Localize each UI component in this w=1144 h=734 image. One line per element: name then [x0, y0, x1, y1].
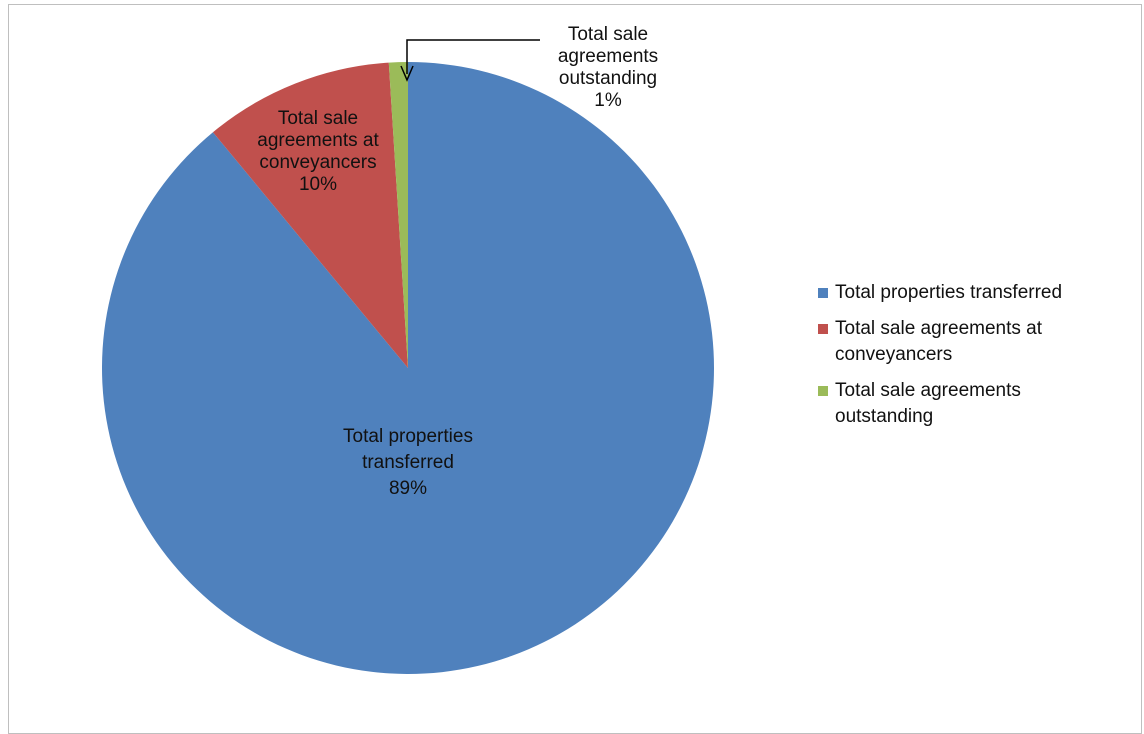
legend-label-conveyancers: Total sale agreements at conveyancers — [835, 316, 1042, 368]
chart-legend: Total properties transferred Total sale … — [818, 280, 1138, 440]
label-transferred: Total properties transferred 89% — [343, 426, 473, 499]
slice-transferred — [101, 62, 715, 675]
pie-labels: Total properties transferred 89% Total sale… — [257, 24, 658, 499]
label-conveyancers: Total sale agreements at conveyancers 10% — [257, 108, 379, 195]
legend-swatch-outstanding — [818, 386, 828, 396]
legend-swatch-transferred — [818, 288, 828, 298]
legend-item-conveyancers: Total sale agreements at conveyancers — [818, 316, 1138, 368]
label-conveyancers-line: conveyancers — [259, 152, 376, 173]
legend-label-transferred: Total properties transferred — [835, 280, 1062, 306]
label-transferred-line: transferred — [362, 452, 454, 473]
label-outstanding-line: 1% — [594, 90, 622, 111]
legend-text-line: conveyancers — [835, 344, 953, 365]
legend-text-line: Total sale agreements — [835, 380, 1021, 401]
legend-swatch-conveyancers — [818, 324, 828, 334]
label-conveyancers-line: 10% — [299, 174, 337, 195]
legend-label-outstanding: Total sale agreements outstanding — [835, 378, 1021, 430]
legend-item-outstanding: Total sale agreements outstanding — [818, 378, 1138, 430]
leader-line-outstanding — [400, 39, 540, 82]
leader-line — [406, 39, 540, 74]
slice-outstanding — [388, 62, 408, 368]
legend-text-line: Total properties transferred — [835, 282, 1063, 303]
legend-text-line: outstanding — [835, 406, 934, 427]
label-outstanding-line: outstanding — [559, 68, 657, 89]
label-outstanding-line: Total sale — [568, 24, 648, 45]
label-transferred-line: 89% — [389, 478, 427, 499]
leader-arrowhead — [400, 65, 414, 82]
label-conveyancers-line: Total sale — [278, 108, 358, 129]
label-transferred-line: Total properties — [343, 426, 473, 447]
legend-item-transferred: Total properties transferred — [818, 280, 1138, 306]
label-outstanding-line: agreements — [558, 46, 658, 67]
slice-conveyancers — [212, 62, 408, 368]
label-outstanding: Total sale agreements outstanding 1% — [558, 24, 658, 111]
legend-text-line: Total sale agreements at — [835, 318, 1043, 339]
label-conveyancers-line: agreements at — [257, 130, 379, 151]
pie-chart: Total properties transferred 89% Total sale… — [101, 24, 715, 675]
pie-slices — [101, 62, 715, 675]
